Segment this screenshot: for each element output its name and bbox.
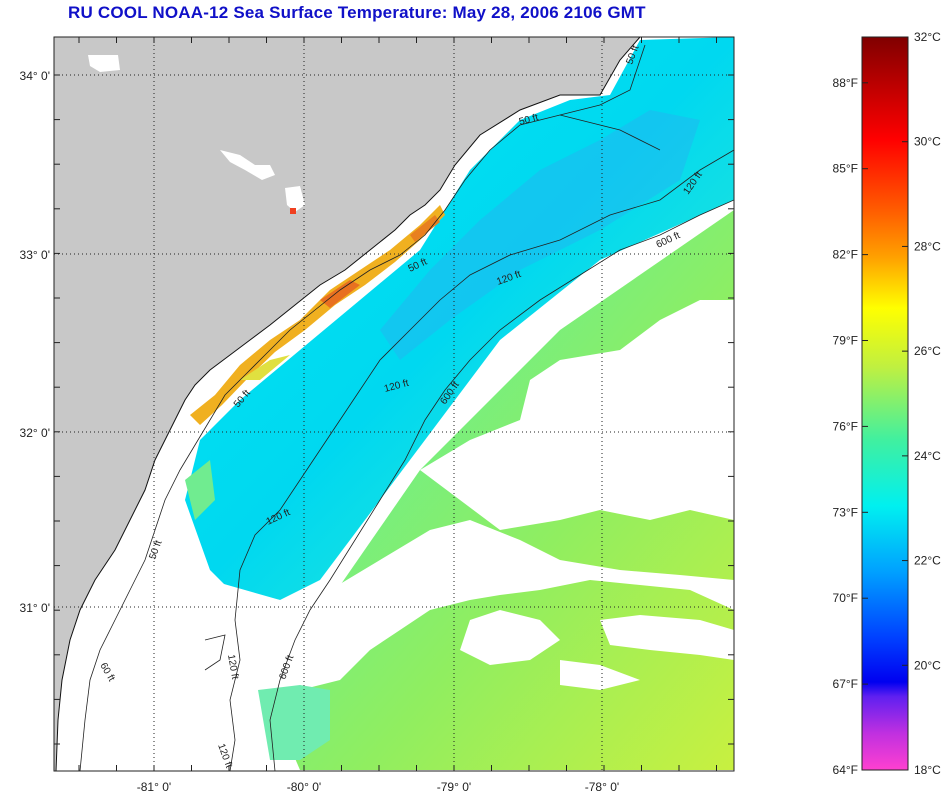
contour-600ft	[269, 199, 734, 771]
nearshore-warm-strip	[190, 205, 445, 425]
lat-label-34: 34° 0'	[20, 69, 50, 83]
lon-label-78: -78° 0'	[585, 780, 619, 794]
lon-label-80: -80° 0'	[287, 780, 321, 794]
contour-50ft	[79, 44, 646, 771]
coastline-land	[54, 37, 640, 771]
lon-label-81: -81° 0'	[137, 780, 171, 794]
contour-120ft	[229, 149, 734, 771]
contour-label: 50 ft	[518, 112, 540, 128]
map-title: RU COOL NOAA-12 Sea Surface Temperature:…	[68, 3, 646, 22]
contour-label: 120 ft	[225, 654, 240, 681]
lon-label-79: -79° 0'	[437, 780, 471, 794]
lat-label-33: 33° 0'	[20, 248, 50, 262]
lat-label-31: 31° 0'	[20, 601, 50, 615]
cloud-mask	[420, 300, 734, 530]
cool-core	[380, 110, 700, 360]
lat-label-32: 32° 0'	[20, 426, 50, 440]
